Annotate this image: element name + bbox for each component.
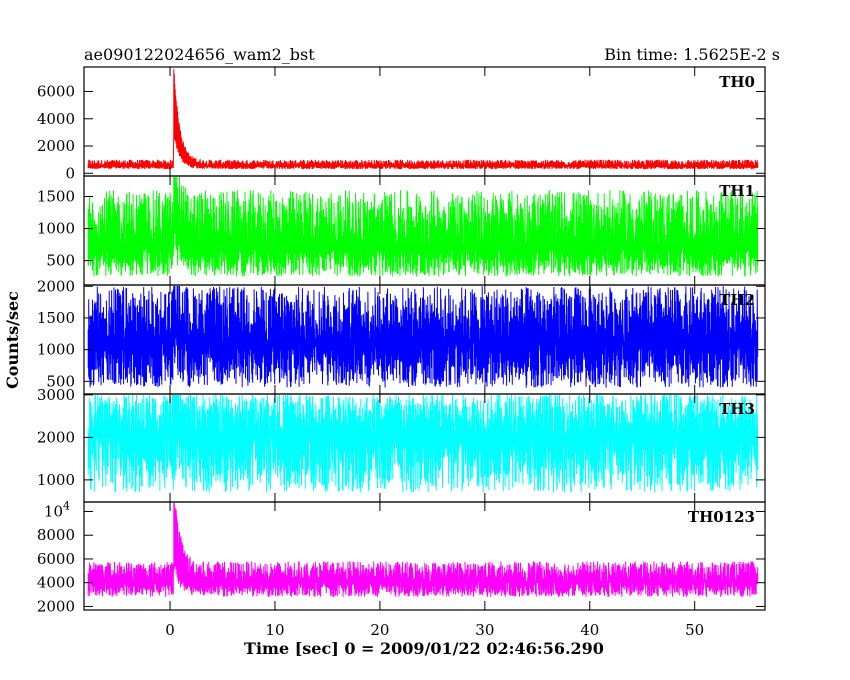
x-tick-label: 30	[475, 621, 494, 639]
y-tick-label: 2000	[37, 137, 75, 155]
panel-label-th3: TH3	[719, 400, 755, 418]
y-tick-label: 1500	[37, 188, 75, 206]
panel-label-th0123: TH0123	[688, 508, 755, 526]
x-tick-label: 40	[580, 621, 599, 639]
panel-label-th0: TH0	[719, 73, 755, 91]
y-tick-label: 1000	[37, 220, 75, 238]
y-tick-label: 2000	[37, 597, 75, 615]
chart-title: ae090122024656_wam2_bst	[84, 45, 315, 64]
y-tick-label: 2000	[37, 277, 75, 295]
panel-label-th2: TH2	[719, 291, 755, 309]
y-tick-label: 1000	[37, 471, 75, 489]
x-tick-label: 20	[370, 621, 389, 639]
y-tick-label: 4000	[37, 574, 75, 592]
x-tick-label: 10	[265, 621, 284, 639]
y-tick-label: 500	[46, 252, 75, 270]
y-tick-label: 4000	[37, 110, 75, 128]
x-tick-label: 0	[165, 621, 175, 639]
y-axis-title: Counts/sec	[3, 291, 22, 389]
y-tick-exponent: 4	[63, 499, 70, 512]
panel-label-th1: TH1	[719, 182, 755, 200]
series-line-th0	[87, 69, 759, 170]
series-line-th3	[87, 395, 759, 493]
panel-th3: 1000 2000 3000 TH3	[37, 386, 766, 503]
y-tick-label: 6000	[37, 83, 75, 101]
y-tick-label: 3000	[37, 386, 75, 404]
series-line-th2	[87, 286, 759, 388]
y-tick-label: 104	[44, 499, 70, 520]
panel-frame	[83, 501, 766, 611]
panel-th1: 500 1000 1500 TH1	[37, 175, 766, 286]
y-tick-label: 2000	[37, 428, 75, 446]
y-tick-label: 0	[65, 164, 75, 182]
x-tick-label: 50	[685, 621, 704, 639]
y-tick-label: 1500	[37, 309, 75, 327]
panel-th0123: 2000 4000 6000 8000 104 TH0123 0 10 20 30 40 50	[37, 499, 766, 639]
y-tick-label: 8000	[37, 526, 75, 544]
series-line-th0123	[87, 503, 759, 597]
y-tick-label: 6000	[37, 550, 75, 568]
chart-subtitle: Bin time: 1.5625E-2 s	[604, 45, 780, 64]
y-tick-label: 500	[46, 372, 75, 390]
y-tick-label: 1000	[37, 341, 75, 359]
x-axis-title: Time [sec] 0 = 2009/01/22 02:46:56.290	[244, 639, 604, 658]
panel-th0: 0 2000 4000 6000 TH0	[37, 66, 766, 182]
series-line-th1	[87, 177, 759, 277]
